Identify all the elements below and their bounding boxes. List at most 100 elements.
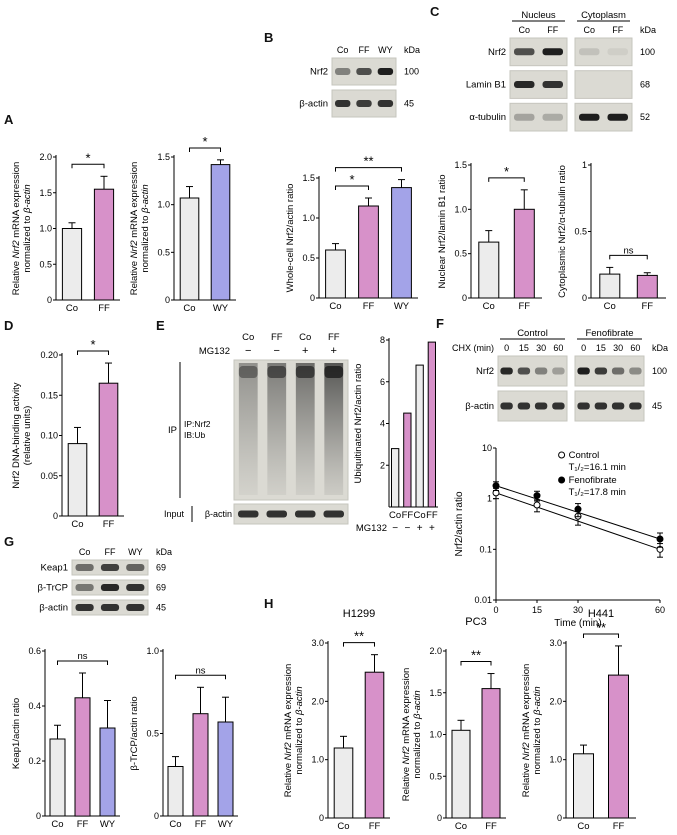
- svg-text:Cytoplasmic Nrf2/α-tubulin rat: Cytoplasmic Nrf2/α-tubulin ratio: [557, 165, 568, 298]
- svg-text:Co: Co: [71, 519, 83, 530]
- svg-text:100: 100: [640, 47, 655, 57]
- svg-text:0: 0: [36, 811, 41, 821]
- svg-text:1: 1: [582, 160, 587, 170]
- svg-text:Co: Co: [79, 547, 91, 557]
- svg-text:Fenofibrate: Fenofibrate: [569, 475, 617, 486]
- svg-text:Nrf2: Nrf2: [476, 366, 494, 377]
- svg-text:FF: FF: [195, 819, 207, 830]
- svg-text:1.5: 1.5: [157, 152, 170, 162]
- svg-text:+: +: [331, 345, 337, 357]
- svg-text:Co: Co: [169, 819, 181, 830]
- svg-text:0: 0: [462, 293, 467, 303]
- svg-text:Relative Nrf2 mRNA expression: Relative Nrf2 mRNA expression: [521, 664, 532, 798]
- svg-text:0: 0: [437, 813, 442, 823]
- svg-text:FF: FF: [328, 332, 340, 343]
- panel-label-c: C: [430, 4, 440, 19]
- panel-g-btrcp-chart: β-TrCP/actin ratio 0 0.5 1.0 Co FF WY ns: [128, 628, 242, 830]
- svg-text:100: 100: [652, 366, 667, 376]
- svg-text:FF: FF: [518, 301, 530, 312]
- svg-text:ns: ns: [623, 245, 633, 256]
- svg-text:α-tubulin: α-tubulin: [469, 112, 506, 123]
- svg-text:β-actin: β-actin: [465, 401, 494, 412]
- svg-text:Co: Co: [577, 821, 589, 832]
- svg-text:Co: Co: [337, 45, 349, 55]
- svg-text:Time (min): Time (min): [554, 618, 601, 629]
- svg-text:6: 6: [380, 377, 385, 387]
- svg-text:FF: FF: [426, 510, 438, 521]
- svg-text:Co: Co: [604, 301, 616, 312]
- panel-f-decay-plot: 0.01 0.1 1 10 0 15 30 60 Time (min) Nrf2/actin ra…: [452, 440, 670, 630]
- svg-text:0.5: 0.5: [429, 771, 442, 781]
- svg-text:15: 15: [519, 343, 529, 353]
- svg-text:2.0: 2.0: [549, 696, 562, 706]
- svg-text:45: 45: [156, 603, 166, 613]
- svg-text:Co: Co: [66, 303, 78, 314]
- svg-text:Control: Control: [517, 328, 548, 339]
- svg-text:0: 0: [47, 295, 52, 305]
- svg-text:IP:Nrf2: IP:Nrf2: [184, 419, 211, 429]
- svg-text:Relative Nrf2 mRNA expression: Relative Nrf2 mRNA expression: [401, 668, 412, 802]
- svg-text:FF: FF: [363, 301, 375, 312]
- svg-text:60: 60: [553, 343, 563, 353]
- svg-text:4: 4: [380, 419, 385, 429]
- svg-text:60: 60: [630, 343, 640, 353]
- svg-text:Control: Control: [569, 450, 600, 461]
- svg-text:+: +: [302, 345, 308, 357]
- svg-text:β-actin: β-actin: [39, 603, 68, 614]
- panel-e-ubiquitination-blot: Co FF Co FF MG132 − − + + IP IP:Nrf2 IB:Ub Input β-ac…: [164, 330, 350, 528]
- panel-label-f: F: [436, 316, 444, 331]
- panel-label-g: G: [4, 534, 15, 549]
- svg-text:H441: H441: [588, 608, 614, 620]
- svg-text:0.15: 0.15: [40, 390, 58, 400]
- panel-a-mrna-chart-wy: Relative Nrf2 mRNA expression normalized …: [128, 134, 240, 314]
- svg-text:2.0: 2.0: [429, 646, 442, 656]
- panel-g-keap1-chart: Keap1/actin ratio 0 0.2 0.4 0.6 Co FF WY ns: [10, 628, 124, 830]
- svg-text:H1299: H1299: [343, 608, 375, 620]
- svg-text:FF: FF: [547, 25, 558, 35]
- svg-text:Lamin B1: Lamin B1: [466, 80, 506, 91]
- panel-d-dna-binding-chart: Nrf2 DNA-binding activity (relative units…: [10, 332, 128, 530]
- svg-text:FF: FF: [402, 510, 414, 521]
- svg-text:MG132: MG132: [356, 523, 387, 534]
- svg-text:1.5: 1.5: [302, 173, 315, 183]
- svg-text:Co: Co: [518, 25, 530, 35]
- svg-text:normalized to β-actin: normalized to β-actin: [22, 184, 33, 272]
- svg-text:8: 8: [380, 335, 385, 345]
- svg-text:T₁/₂=17.8 min: T₁/₂=17.8 min: [569, 487, 626, 498]
- svg-text:ns: ns: [77, 651, 87, 662]
- svg-text:0.10: 0.10: [40, 431, 58, 441]
- svg-text:FF: FF: [77, 819, 89, 830]
- svg-text:FF: FF: [641, 301, 653, 312]
- svg-text:**: **: [596, 620, 606, 635]
- svg-text:100: 100: [404, 67, 419, 77]
- panel-g-western-blot: Co FF WY kDa Keap1 69 β-TrCP 69 β-actin 45: [22, 544, 174, 620]
- svg-text:normalized to β-actin: normalized to β-actin: [140, 184, 151, 272]
- svg-text:15: 15: [596, 343, 606, 353]
- svg-text:kDa: kDa: [404, 45, 420, 55]
- svg-text:*: *: [202, 134, 207, 149]
- svg-text:30: 30: [536, 343, 546, 353]
- svg-text:Keap1/actin ratio: Keap1/actin ratio: [11, 698, 22, 769]
- svg-text:1.0: 1.0: [146, 646, 159, 656]
- svg-text:Nrf2: Nrf2: [310, 67, 328, 78]
- svg-text:Fenofibrate: Fenofibrate: [585, 328, 633, 339]
- svg-text:CHX (min): CHX (min): [452, 343, 494, 353]
- svg-text:0: 0: [582, 293, 587, 303]
- svg-text:ns: ns: [195, 665, 205, 676]
- svg-text:Input: Input: [164, 509, 185, 519]
- svg-text:1: 1: [487, 494, 492, 504]
- svg-text:Keap1: Keap1: [41, 563, 68, 574]
- svg-text:**: **: [354, 629, 364, 644]
- svg-text:3.0: 3.0: [549, 638, 562, 648]
- svg-text:0: 0: [581, 343, 586, 353]
- svg-text:0.1: 0.1: [479, 544, 492, 554]
- panel-c-western-blot: Nucleus Co FF Cytoplasm Co FF kDa Nrf2 100 Lamin …: [448, 8, 658, 136]
- svg-text:Nuclear Nrf2/lamin B1 ratio: Nuclear Nrf2/lamin B1 ratio: [437, 174, 448, 288]
- svg-text:0.05: 0.05: [40, 471, 58, 481]
- panel-label-h: H: [264, 596, 274, 611]
- svg-text:Ubiquitinated Nrf2/actin ratio: Ubiquitinated Nrf2/actin ratio: [353, 364, 364, 484]
- svg-text:FF: FF: [612, 25, 623, 35]
- svg-text:1.0: 1.0: [39, 224, 52, 234]
- svg-text:WY: WY: [213, 303, 229, 314]
- panel-a-mrna-chart-ff: Relative Nrf2 mRNA expression normalized …: [10, 134, 124, 314]
